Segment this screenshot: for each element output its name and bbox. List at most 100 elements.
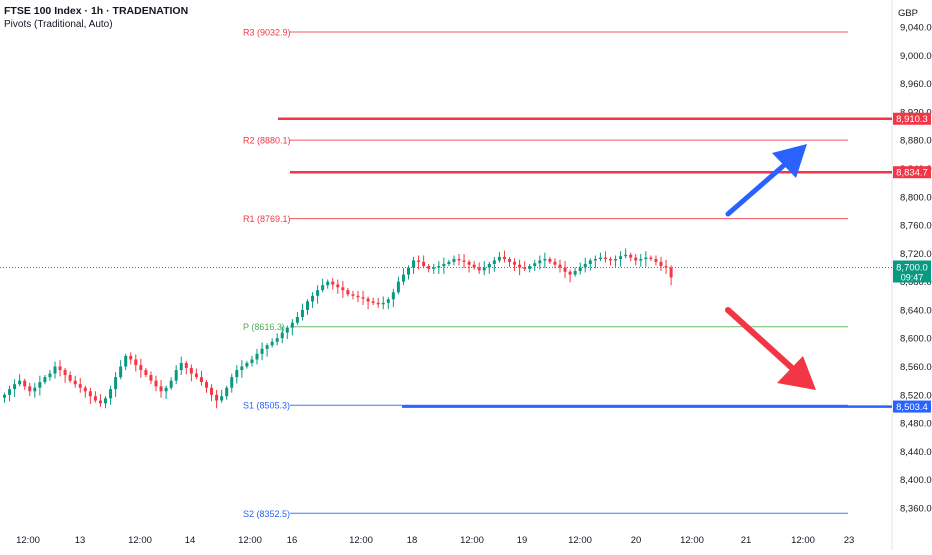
candle-body — [260, 348, 264, 354]
candle-body — [18, 380, 22, 385]
candle-body — [548, 259, 552, 262]
y-tick-label: 8,520.0 — [900, 390, 932, 401]
candle-body — [396, 281, 400, 293]
candle-body — [194, 373, 198, 378]
candle-body — [93, 396, 97, 401]
bullish-arrow-shaft[interactable] — [725, 157, 793, 217]
x-tick-label: 12:00 — [128, 535, 152, 546]
candle-body — [48, 373, 52, 378]
candle-body — [220, 396, 224, 401]
level-price-tag — [893, 400, 931, 413]
pivot-label: S2 (8352.5) — [243, 509, 290, 519]
candle-body — [33, 387, 37, 392]
candle-body — [129, 355, 133, 360]
candle-body — [356, 295, 360, 298]
candle-body — [210, 387, 214, 395]
candle-body — [381, 302, 385, 305]
candle-body — [391, 292, 395, 300]
candle-body — [573, 271, 577, 275]
y-tick-label: 8,400.0 — [900, 475, 932, 486]
candle-body — [174, 370, 178, 381]
pivot-label: P (8616.3) — [243, 322, 285, 332]
candle-body — [331, 281, 335, 285]
symbol-title[interactable]: FTSE 100 Index · 1h · TRADENATION — [4, 5, 189, 17]
candle-body — [63, 370, 67, 376]
candle-body — [290, 322, 294, 328]
y-tick-label: 9,040.0 — [900, 23, 932, 34]
y-tick-label: 8,440.0 — [900, 447, 932, 458]
x-tick-label: 19 — [517, 535, 528, 546]
candle-body — [467, 261, 471, 265]
candle-body — [634, 257, 638, 261]
pivot-label: R2 (8880.1) — [243, 136, 291, 146]
level-price-tag — [893, 166, 931, 179]
last-price-tag — [893, 260, 931, 283]
candle-body — [351, 294, 355, 296]
x-tick-label: 12:00 — [460, 535, 484, 546]
candle-body — [422, 261, 426, 267]
x-tick-label: 16 — [287, 535, 298, 546]
x-tick-label: 12:00 — [568, 535, 592, 546]
indicator-legend[interactable]: Pivots (Traditional, Auto) — [4, 19, 113, 30]
candle-body — [23, 380, 27, 387]
candle-body — [285, 327, 289, 333]
y-tick-label: 8,960.0 — [900, 79, 932, 90]
candle-body — [189, 367, 193, 374]
candle-body — [366, 298, 370, 302]
candle-body — [654, 259, 658, 262]
candle-body — [649, 257, 653, 260]
y-tick-label: 9,000.0 — [900, 51, 932, 62]
candle-body — [457, 259, 461, 261]
bearish-arrow-shaft[interactable] — [725, 307, 795, 371]
candle-body — [346, 290, 350, 295]
candle-body — [215, 394, 219, 401]
y-tick-label: 8,720.0 — [900, 249, 932, 260]
x-tick-label: 18 — [407, 535, 418, 546]
bullish-arrow-head[interactable] — [772, 144, 807, 178]
x-tick-label: 13 — [75, 535, 86, 546]
candle-body — [321, 285, 325, 291]
x-tick-label: 12:00 — [238, 535, 262, 546]
candle-body — [533, 263, 537, 267]
candle-body — [159, 386, 163, 392]
y-tick-label: 8,880.0 — [900, 136, 932, 147]
candle-body — [295, 317, 299, 323]
y-tick-label: 8,560.0 — [900, 362, 932, 373]
candle-body — [432, 267, 436, 269]
candle-body — [644, 257, 648, 260]
candle-body — [265, 345, 269, 349]
candle-body — [341, 287, 345, 291]
candle-body — [472, 264, 476, 268]
candle-body — [235, 370, 239, 378]
candle-body — [497, 256, 501, 261]
candle-body — [225, 387, 229, 397]
candle-body — [452, 259, 456, 262]
candle-body — [624, 254, 628, 257]
bearish-arrow-head[interactable] — [777, 356, 816, 390]
candle-body — [462, 260, 466, 262]
x-tick-label: 20 — [631, 535, 642, 546]
candle-body — [139, 365, 143, 371]
candle-body — [639, 259, 643, 261]
candle-body — [300, 309, 304, 318]
candle-body — [275, 338, 279, 342]
candle-body — [8, 389, 12, 395]
candle-body — [401, 274, 405, 282]
candle-body — [3, 394, 6, 398]
candle-body — [437, 266, 441, 268]
candle-body — [669, 267, 673, 278]
candle-body — [154, 380, 158, 387]
candle-body — [518, 264, 522, 268]
candle-body — [603, 257, 607, 260]
pivot-label: R1 (8769.1) — [243, 214, 291, 224]
candle-body — [98, 400, 102, 404]
candle-body — [371, 301, 375, 303]
candle-body — [28, 386, 32, 392]
candle-body — [58, 366, 62, 371]
candle-body — [306, 301, 309, 310]
level-price-label: 8,503.4 — [896, 402, 928, 413]
candle-body — [447, 261, 451, 264]
candle-body — [109, 389, 113, 399]
